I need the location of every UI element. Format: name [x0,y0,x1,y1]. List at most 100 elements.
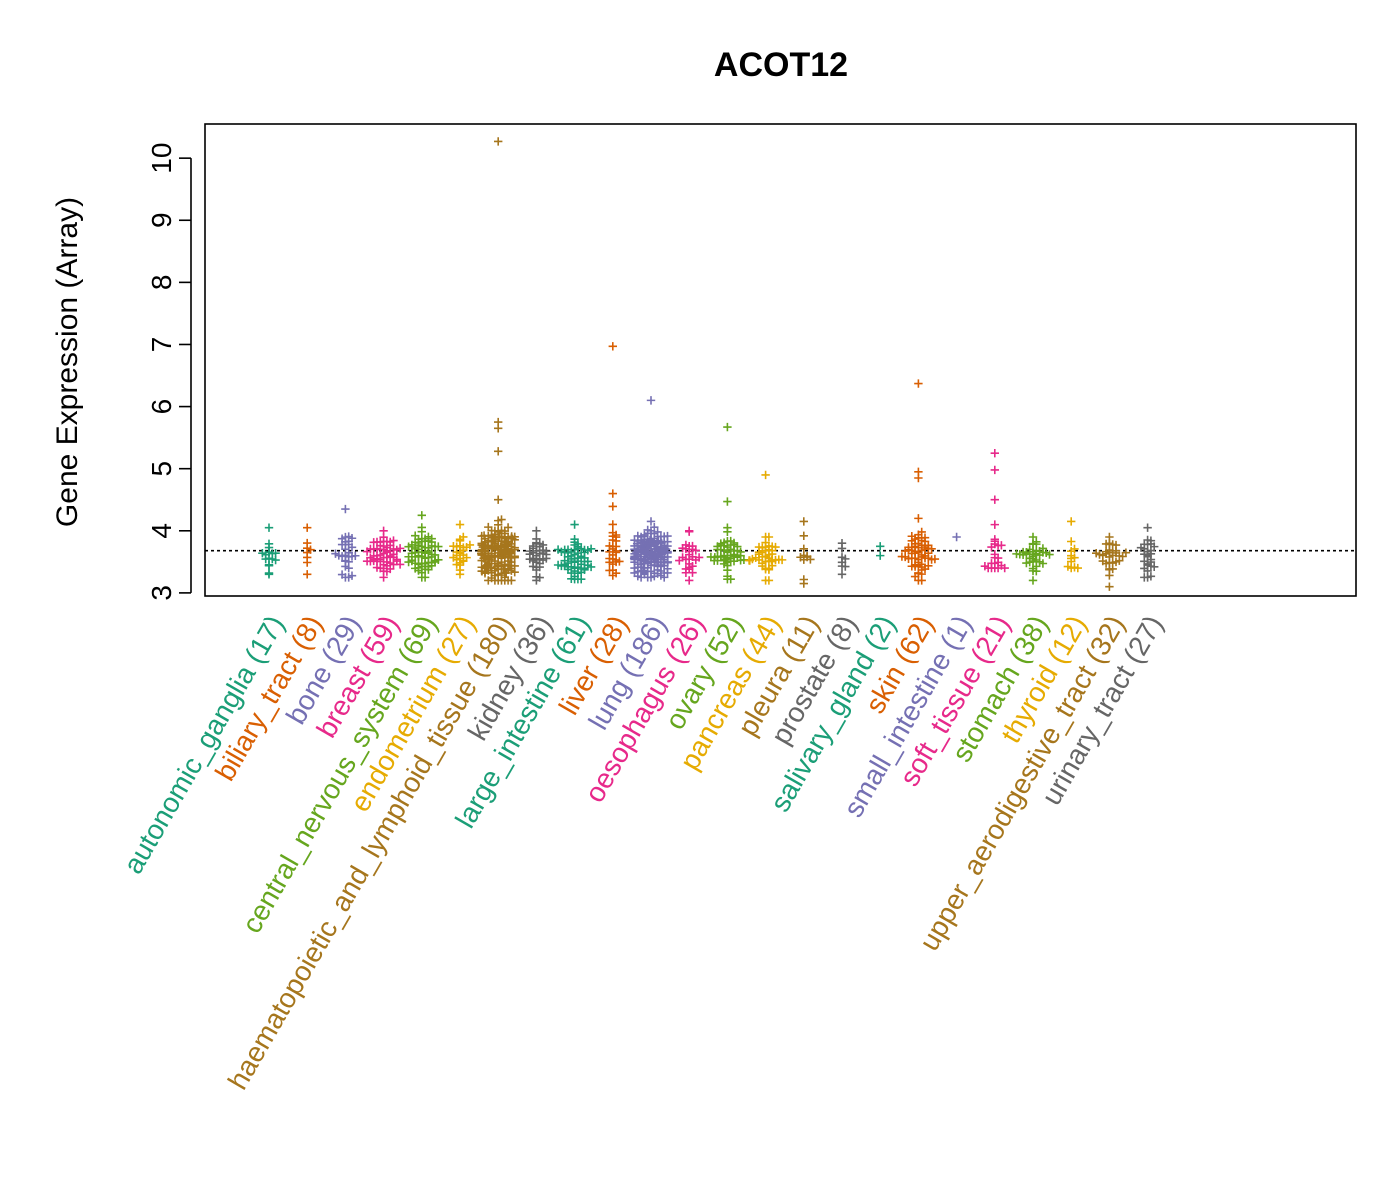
data-point [723,527,732,536]
data-point [723,497,732,506]
data-point [502,568,511,578]
data-point [876,542,885,551]
data-point [258,549,267,558]
swarm-pancreas [744,470,787,585]
data-point [411,538,420,547]
swarm-pleura [796,517,815,588]
data-point [632,539,642,548]
data-point [990,535,999,544]
data-point [369,538,378,547]
swarm-breast [362,526,405,582]
data-point [404,542,413,551]
swarm-liver [605,342,624,580]
data-point [1073,563,1082,573]
swarm-haematopoietic-and-lymphoid-tissue [477,137,519,585]
data-point [764,532,774,542]
data-point [914,514,923,523]
data-point [493,562,502,571]
data-point [754,549,764,559]
data-point [1140,557,1149,566]
swarm-small-intestine [952,532,961,542]
data-point [1143,566,1152,576]
data-point [494,424,503,433]
x-axis-labels: autonomic_ganglia (17)biliary_tract (8)b… [117,610,1169,1095]
data-point [723,422,732,432]
data-point [650,523,659,532]
data-point [264,547,274,557]
data-point [897,552,907,561]
data-point [1038,544,1048,553]
data-point [764,565,774,574]
swarm-salivary-gland [876,542,885,560]
data-point [754,542,764,552]
data-point [799,531,808,540]
data-point [1140,573,1149,582]
data-point [764,576,774,585]
data-point [691,546,700,555]
data-point [462,553,471,562]
data-point [1038,559,1048,568]
data-point [685,527,694,536]
y-tick-label: 3 [146,585,177,601]
data-point [681,540,691,550]
data-point [726,575,735,584]
data-point [990,495,999,504]
data-point [303,558,312,567]
data-point [1063,562,1073,571]
data-point [1000,563,1009,573]
data-point [264,568,274,578]
data-point [500,549,509,558]
data-point [1028,576,1038,585]
data-point [656,545,666,554]
data-point [491,535,501,544]
data-point [1121,548,1131,557]
data-point [494,137,503,146]
x-label-autonomic-ganglia: autonomic_ganglia (17) [117,610,290,879]
data-point [615,557,624,566]
data-point [411,564,420,573]
data-point [841,554,850,564]
data-point [503,523,513,532]
data-point [640,530,649,540]
data-point [477,547,486,556]
data-point [542,554,551,563]
y-tick-label: 6 [146,399,177,415]
y-axis-label: Gene Expression (Array) [51,197,84,527]
data-point [729,557,739,566]
data-point [485,555,494,564]
data-point [395,544,405,553]
data-point [303,570,312,579]
data-point [605,558,614,567]
data-point [341,545,350,554]
data-point [1098,556,1107,566]
data-point [1070,544,1079,554]
data-point [652,539,661,548]
data-point [650,549,659,558]
data-point [645,535,655,545]
data-point [404,552,413,561]
data-point [386,541,395,550]
data-point [630,563,639,573]
data-point [494,520,503,530]
data-point [553,560,563,570]
data-point [1067,517,1076,526]
swarm-urinary-tract [1136,523,1159,582]
data-point [837,544,847,553]
data-point [494,495,503,504]
data-point [761,538,770,547]
data-point [796,553,805,562]
data-point [459,532,468,542]
y-axis: 3 4 5 6 7 8 9 10 [146,143,192,601]
data-point [341,504,350,514]
data-point [1092,549,1101,558]
data-point [507,576,516,585]
swarm-layer [258,137,1159,591]
data-point [392,555,401,564]
swarm-endometrium [449,520,475,579]
swarm-central-nervous-system [404,511,443,582]
data-point [767,556,776,565]
data-point [605,541,614,551]
data-point [713,542,722,551]
plot-frame [204,123,1357,597]
